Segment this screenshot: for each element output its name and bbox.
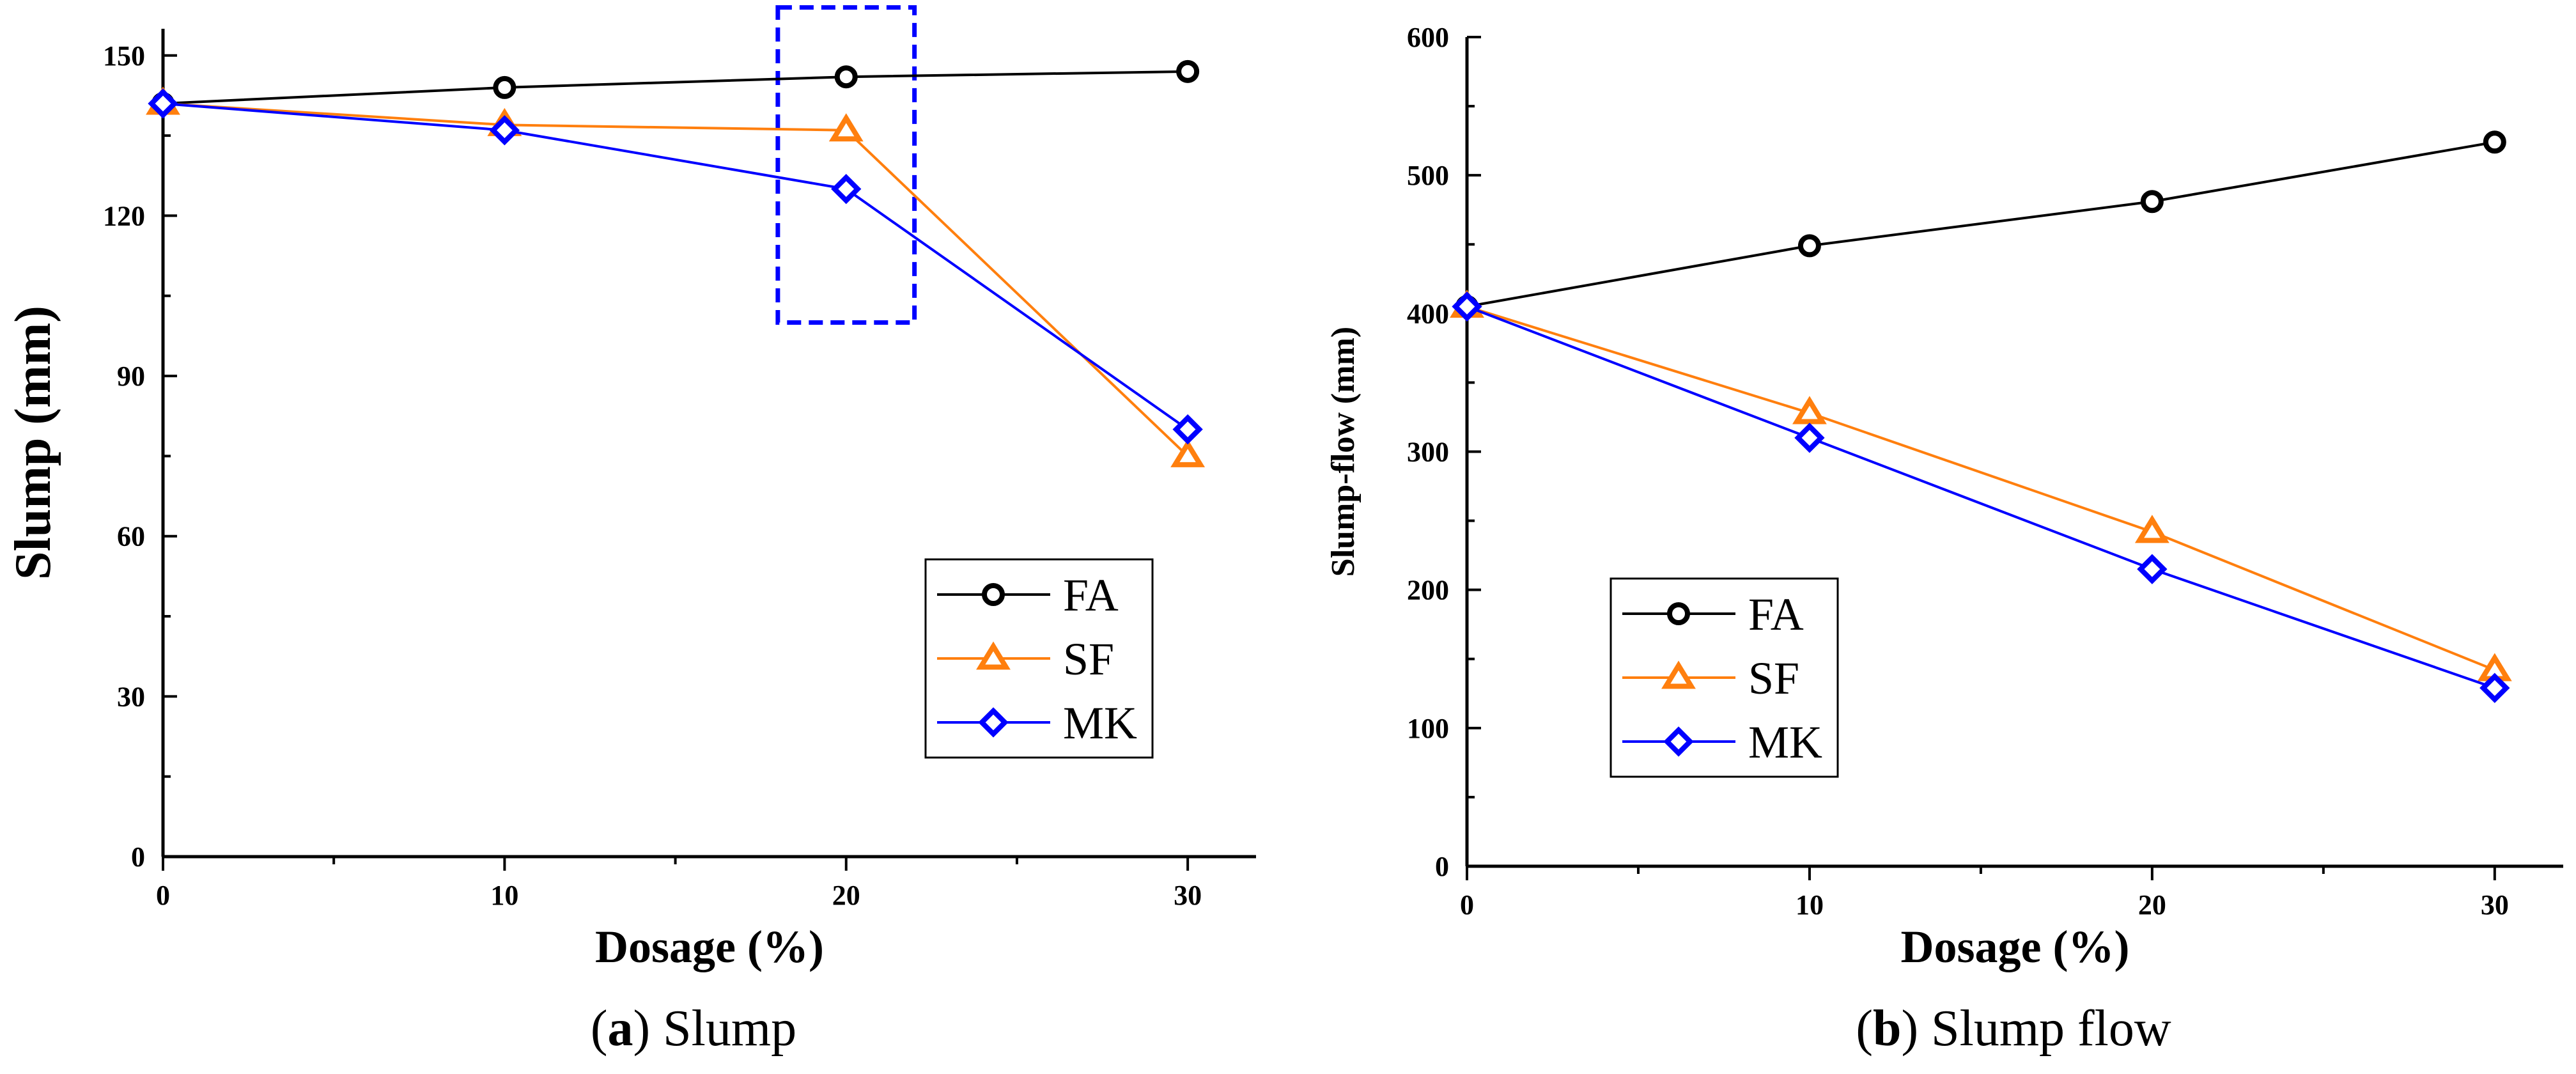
- series-fa: [1455, 130, 2506, 318]
- legend-marker-sf: [1661, 660, 1696, 689]
- x-axis-title: Dosage (%): [1901, 921, 2130, 972]
- data-point-sf: [2134, 515, 2169, 543]
- legend-marker-fa: [982, 583, 1005, 606]
- x-axis-title: Dosage (%): [595, 921, 824, 972]
- data-point-mk: [148, 88, 178, 119]
- y-axis-title: Slump-flow (mm): [1325, 327, 1362, 577]
- y-tick-label: 60: [117, 521, 145, 552]
- data-point-sf: [828, 113, 864, 142]
- y-tick-label: 150: [103, 40, 145, 72]
- series-mk: [148, 88, 1203, 445]
- y-tick-label: 90: [117, 361, 145, 392]
- series-line-sf: [1466, 305, 2495, 671]
- data-point-fa: [834, 65, 858, 89]
- data-point-mk: [1452, 291, 1482, 322]
- x-tick-label: 10: [490, 880, 518, 911]
- y-tick-label: 600: [1407, 22, 1449, 53]
- data-point-mk: [831, 173, 862, 205]
- series-fa: [151, 59, 1200, 115]
- y-tick-label: 200: [1407, 575, 1449, 606]
- panel-caption: (a) Slump: [591, 1000, 796, 1057]
- y-tick-label: 0: [131, 841, 145, 873]
- y-tick-label: 400: [1407, 298, 1449, 329]
- series-sf: [146, 86, 1206, 467]
- x-tick-label: 20: [2138, 889, 2166, 921]
- caption-letter: a: [608, 1000, 633, 1057]
- x-tick-label: 20: [832, 880, 860, 911]
- legend-label-sf: SF: [1063, 634, 1114, 685]
- legend-marker-mk: [978, 707, 1009, 738]
- data-point-sf: [1170, 439, 1206, 467]
- series-line-mk: [162, 102, 1189, 431]
- caption-text: Slump: [663, 1000, 796, 1057]
- data-point-fa: [1797, 234, 1821, 258]
- legend-marker-mk: [1663, 726, 1694, 757]
- legend-label-mk: MK: [1063, 697, 1137, 749]
- x-tick-label: 0: [1460, 889, 1474, 921]
- legend-label-fa: FA: [1748, 589, 1804, 640]
- panel-caption: (b) Slump flow: [1856, 1000, 2171, 1057]
- legend-label-mk: MK: [1748, 717, 1822, 768]
- caption-paren-close: ): [633, 1000, 663, 1057]
- y-tick-label: 0: [1435, 851, 1449, 882]
- y-tick-label: 100: [1407, 713, 1449, 744]
- series-mk: [1452, 291, 2510, 703]
- legend: FA SF MK: [924, 558, 1154, 759]
- legend-label-fa: FA: [1063, 570, 1119, 621]
- x-tick-label: 30: [2481, 889, 2509, 921]
- caption-paren-close: ): [1901, 1000, 1931, 1057]
- caption-paren-open: (: [591, 1000, 608, 1057]
- highlight-box: [775, 5, 917, 325]
- data-point-fa: [2140, 190, 2164, 214]
- data-point-fa: [2483, 130, 2506, 154]
- x-tick-label: 30: [1174, 880, 1202, 911]
- series-line-mk: [1466, 305, 2495, 690]
- y-tick-label: 300: [1407, 437, 1449, 468]
- y-tick-label: 500: [1407, 160, 1449, 191]
- data-point-mk: [1794, 423, 1825, 453]
- caption-text: Slump flow: [1931, 1000, 2171, 1057]
- data-point-mk: [2137, 554, 2168, 584]
- legend: FA SF MK: [1610, 577, 1839, 778]
- y-axis-title: Slump (mm): [5, 306, 61, 580]
- legend-marker-fa: [1667, 602, 1690, 625]
- chart-panel-a: 0 10 20 30 0 30 60 90 120 150 Dosage (%) Slump (mm)…: [5, 5, 1256, 1057]
- series-line-fa: [1466, 141, 2495, 308]
- series-line-sf: [162, 102, 1189, 457]
- legend-label-sf: SF: [1748, 653, 1799, 704]
- y-tick-label: 30: [117, 681, 145, 712]
- x-tick-label: 0: [156, 880, 170, 911]
- data-point-mk: [489, 115, 520, 146]
- data-point-mk: [2479, 673, 2510, 703]
- data-point-mk: [1172, 414, 1203, 445]
- caption-letter: b: [1873, 1000, 1902, 1057]
- y-tick-label: 120: [103, 200, 145, 231]
- x-tick-label: 10: [1796, 889, 1824, 921]
- data-point-fa: [493, 75, 516, 99]
- series-line-fa: [162, 70, 1188, 105]
- data-point-fa: [1176, 59, 1200, 83]
- legend-marker-sf: [976, 641, 1011, 670]
- caption-paren-open: (: [1856, 1000, 1873, 1057]
- data-point-sf: [1792, 396, 1827, 424]
